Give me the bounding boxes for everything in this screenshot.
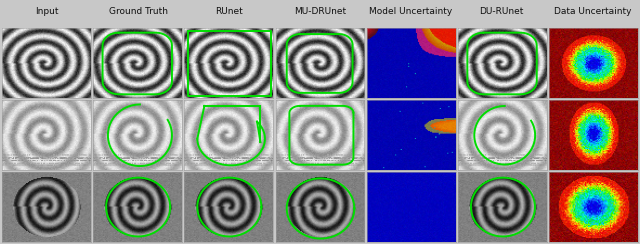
Text: MU-DRUnet: MU-DRUnet [294,7,346,16]
Text: Data Uncertainty: Data Uncertainty [554,7,632,16]
Text: Input: Input [36,7,59,16]
Text: Ground Truth: Ground Truth [109,7,168,16]
Text: Model Uncertainty: Model Uncertainty [369,7,452,16]
Text: DU-RUnet: DU-RUnet [479,7,524,16]
Text: RUnet: RUnet [215,7,243,16]
